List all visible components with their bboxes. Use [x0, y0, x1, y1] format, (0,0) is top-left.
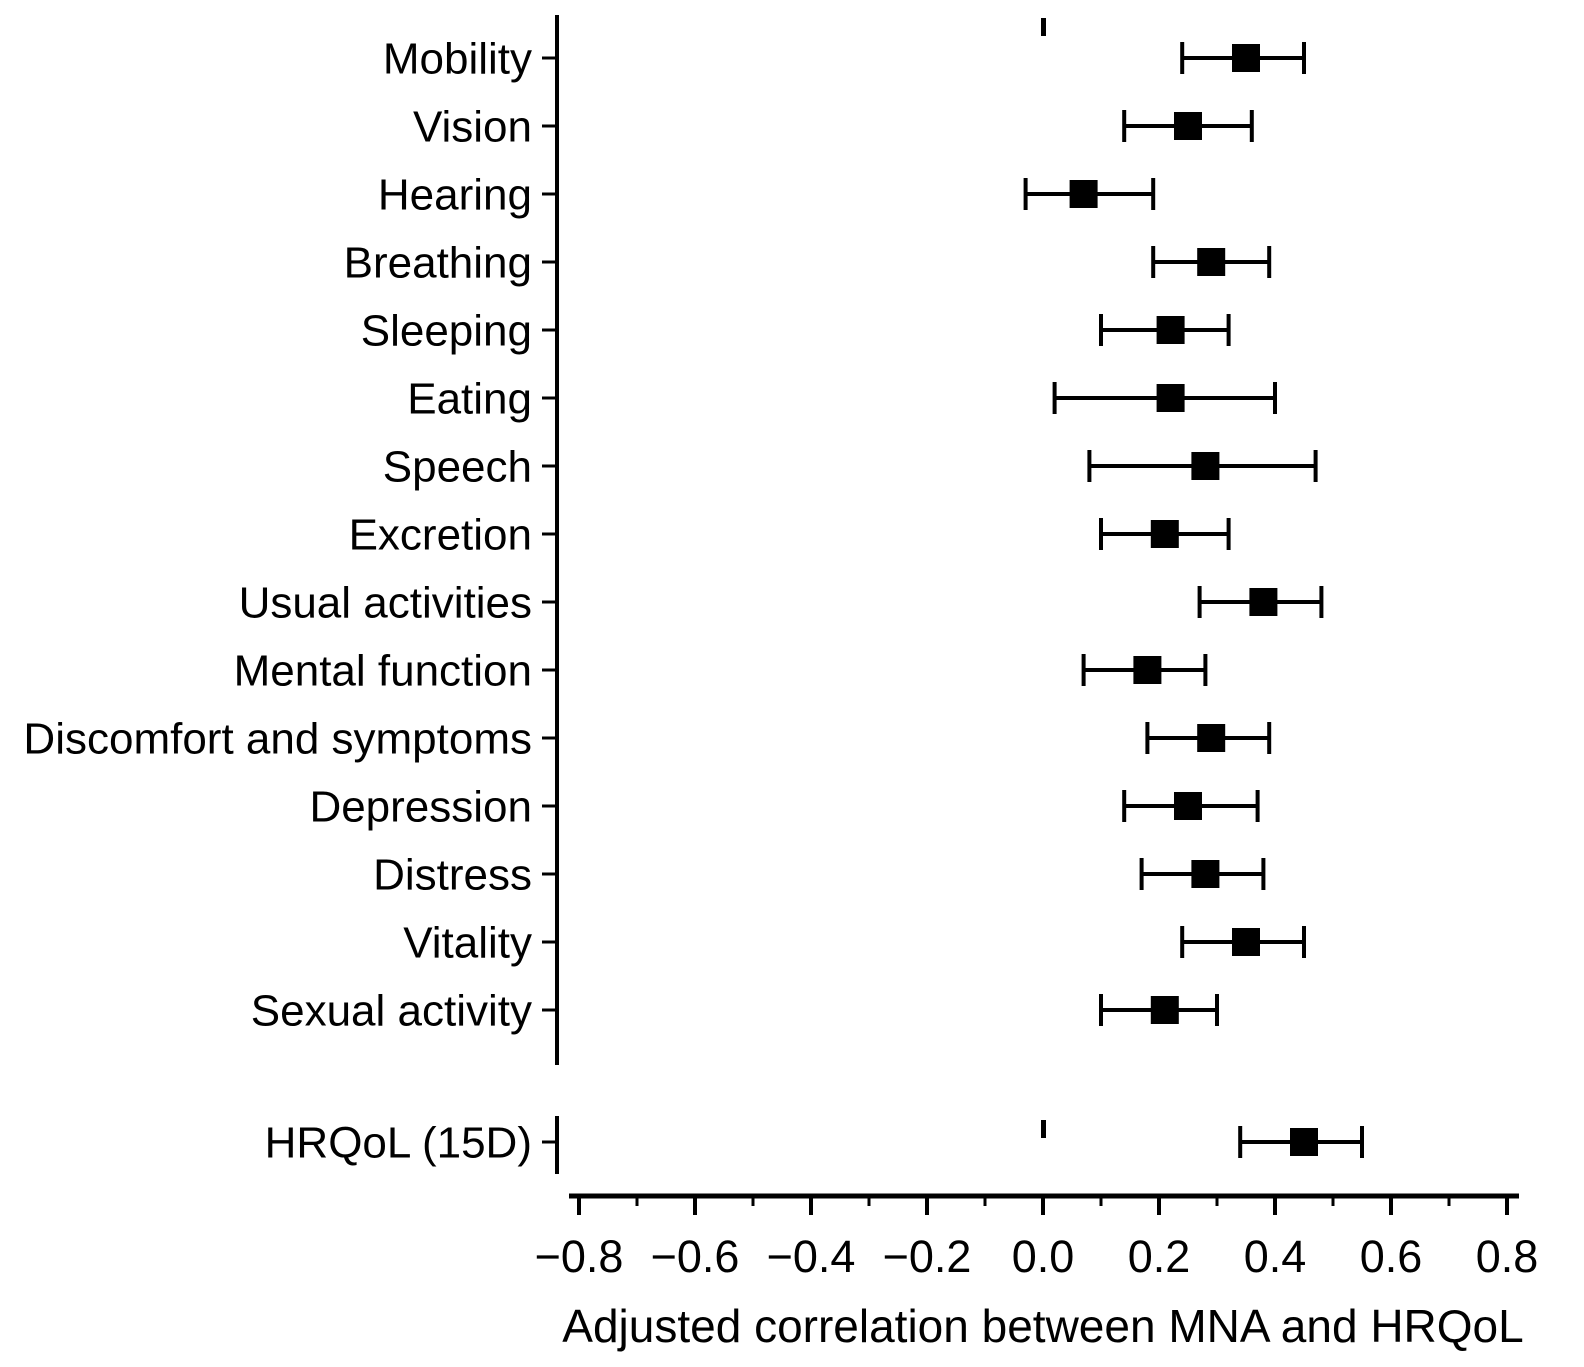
category-label-2: Hearing — [378, 170, 532, 219]
zero-reference-dash-top — [1041, 18, 1046, 36]
point-marker-row-4 — [1156, 316, 1185, 344]
point-marker-row-8 — [1249, 588, 1278, 616]
point-marker-overall-0 — [1290, 1128, 1318, 1156]
point-marker-row-10 — [1197, 724, 1226, 752]
category-label-13: Vitality — [403, 918, 532, 967]
x-tick-label-7: 0.6 — [1360, 1231, 1423, 1282]
category-label-6: Speech — [383, 442, 532, 491]
category-label-11: Depression — [309, 782, 532, 831]
point-marker-row-1 — [1174, 112, 1202, 140]
point-marker-row-2 — [1069, 180, 1098, 208]
point-marker-row-12 — [1191, 860, 1220, 888]
category-label-3: Breathing — [344, 238, 532, 287]
category-label-14: Sexual activity — [251, 986, 532, 1035]
point-marker-row-7 — [1150, 520, 1179, 548]
x-tick-label-3: −0.2 — [883, 1231, 972, 1282]
point-marker-row-5 — [1156, 384, 1185, 412]
zero-reference-dash-bottom — [1041, 1120, 1046, 1138]
category-label-4: Sleeping — [361, 306, 532, 355]
x-axis-title: Adjusted correlation between MNA and HRQ… — [562, 1300, 1523, 1352]
point-marker-row-13 — [1232, 928, 1260, 956]
x-tick-label-4: 0.0 — [1012, 1231, 1075, 1282]
category-label-0: Mobility — [383, 34, 532, 83]
category-label-12: Distress — [373, 850, 532, 899]
x-tick-label-6: 0.4 — [1244, 1231, 1307, 1282]
x-tick-label-1: −0.6 — [651, 1231, 740, 1282]
point-marker-row-6 — [1191, 452, 1220, 480]
x-tick-label-2: −0.4 — [767, 1231, 856, 1282]
x-tick-label-5: 0.2 — [1128, 1231, 1191, 1282]
x-tick-label-8: 0.8 — [1476, 1231, 1539, 1282]
point-marker-row-0 — [1232, 44, 1260, 72]
category-label-8: Usual activities — [239, 578, 532, 627]
category-label-1: Vision — [413, 102, 532, 151]
category-label-7: Excretion — [349, 510, 532, 559]
point-marker-row-9 — [1133, 656, 1162, 684]
x-tick-label-0: −0.8 — [535, 1231, 624, 1282]
category-label-9: Mental function — [234, 646, 532, 695]
category-label-overall: HRQoL (15D) — [265, 1118, 532, 1167]
point-marker-row-14 — [1150, 996, 1179, 1024]
category-label-10: Discomfort and symptoms — [23, 714, 532, 763]
point-marker-row-3 — [1197, 248, 1226, 276]
point-marker-row-11 — [1174, 792, 1202, 820]
category-label-5: Eating — [407, 374, 532, 423]
